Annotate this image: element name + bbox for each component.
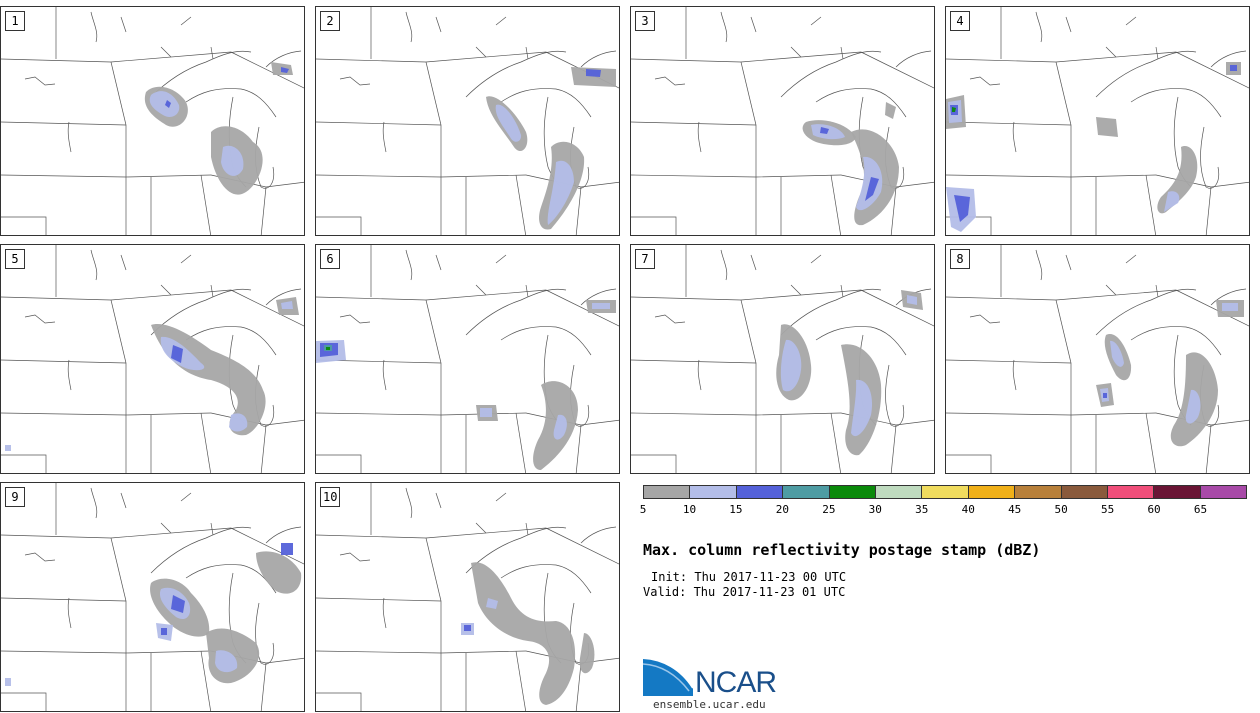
colorbar-segment [1200, 486, 1247, 498]
map-6 [316, 245, 619, 473]
stamp-label: 10 [320, 487, 341, 507]
stamp-label: 3 [635, 11, 655, 31]
stamp-panel-2: 2 [315, 6, 620, 236]
stamp-panel-6: 6 [315, 244, 620, 474]
stamp-panel-7: 7 [630, 244, 935, 474]
stamp-label: 2 [320, 11, 340, 31]
colorbar-tick-label: 60 [1147, 503, 1161, 516]
colorbar-segment [783, 486, 830, 498]
stamp-label: 8 [950, 249, 970, 269]
stamp-label: 5 [5, 249, 25, 269]
reflectivity-field [144, 62, 293, 195]
colorbar-segment [1107, 486, 1155, 498]
colorbar-tick-label: 10 [682, 503, 697, 516]
map-10 [316, 483, 619, 711]
colorbar-segment [736, 486, 784, 498]
map-boundaries [316, 483, 619, 711]
colorbar-tick-label: 40 [961, 503, 975, 516]
map-2 [316, 7, 619, 235]
stamp-panel-9: 9 [0, 482, 305, 712]
colorbar-segment [1061, 486, 1108, 498]
stamp-label: 4 [950, 11, 970, 31]
reflectivity-field [802, 102, 899, 226]
stamp-panel-3: 3 [630, 6, 935, 236]
colorbar-segment [968, 486, 1016, 498]
colorbar-tick-label: 15 [729, 503, 743, 516]
colorbar-segment [922, 486, 969, 498]
reflectivity-field [1096, 300, 1244, 447]
map-boundaries [1, 7, 304, 235]
stamp-label: 9 [5, 487, 25, 507]
stamp-panel-10: 10 [315, 482, 620, 712]
map-5 [1, 245, 304, 473]
map-9 [1, 483, 304, 711]
map-7 [631, 245, 934, 473]
stamp-panel-1: 1 [0, 6, 305, 236]
reflectivity-field [5, 297, 299, 451]
logo-url: ensemble.ucar.edu [653, 698, 766, 711]
colorbar-segment [1015, 486, 1062, 498]
map-4 [946, 7, 1249, 235]
colorbar-segment [829, 486, 876, 498]
stamp-panel-4: 4 [945, 6, 1250, 236]
colorbar-tick-label: 55 [1100, 503, 1115, 516]
colorbar-tick-label: 30 [868, 503, 882, 516]
reflectivity-field [486, 67, 616, 230]
colorbar [643, 485, 1247, 499]
stamp-label: 7 [635, 249, 655, 269]
logo-name: NCAR [695, 666, 777, 699]
colorbar-tick-label: 65 [1193, 503, 1208, 516]
map-boundaries [316, 245, 619, 473]
map-boundaries [631, 245, 934, 473]
map-3 [631, 7, 934, 235]
reflectivity-field [316, 300, 616, 470]
colorbar-tick-label: 45 [1008, 503, 1022, 516]
stamp-label: 6 [320, 249, 340, 269]
colorbar-tick-label: 35 [915, 503, 929, 516]
colorbar-tick-label: 25 [822, 503, 836, 516]
map-8 [946, 245, 1249, 473]
colorbar-segment [1154, 486, 1201, 498]
chart-title: Max. column reflectivity postage stamp (… [643, 541, 1041, 559]
stamp-panel-8: 8 [945, 244, 1250, 474]
reflectivity-field [5, 543, 302, 686]
stamp-label: 1 [5, 11, 25, 31]
colorbar-tick-label: 20 [775, 503, 789, 516]
colorbar-segment [875, 486, 923, 498]
init-time: Init: Thu 2017-11-23 00 UTC [651, 570, 847, 584]
colorbar-segment [644, 486, 691, 498]
reflectivity-field [946, 62, 1241, 232]
colorbar-labels: 5 10 15 20 25 30 35 40 45 50 55 60 65 [639, 503, 1247, 517]
valid-time: Valid: Thu 2017-11-23 01 UTC [643, 585, 846, 599]
colorbar-tick-label: 5 [639, 503, 647, 516]
map-boundaries [1, 245, 304, 473]
map-boundaries [316, 7, 619, 235]
map-1 [1, 7, 304, 235]
reflectivity-field [776, 290, 923, 456]
stamp-panel-5: 5 [0, 244, 305, 474]
ncar-logo-icon [643, 657, 694, 696]
map-boundaries [631, 7, 934, 235]
colorbar-segment [690, 486, 737, 498]
colorbar-tick-label: 50 [1054, 503, 1068, 516]
reflectivity-field [461, 562, 595, 705]
